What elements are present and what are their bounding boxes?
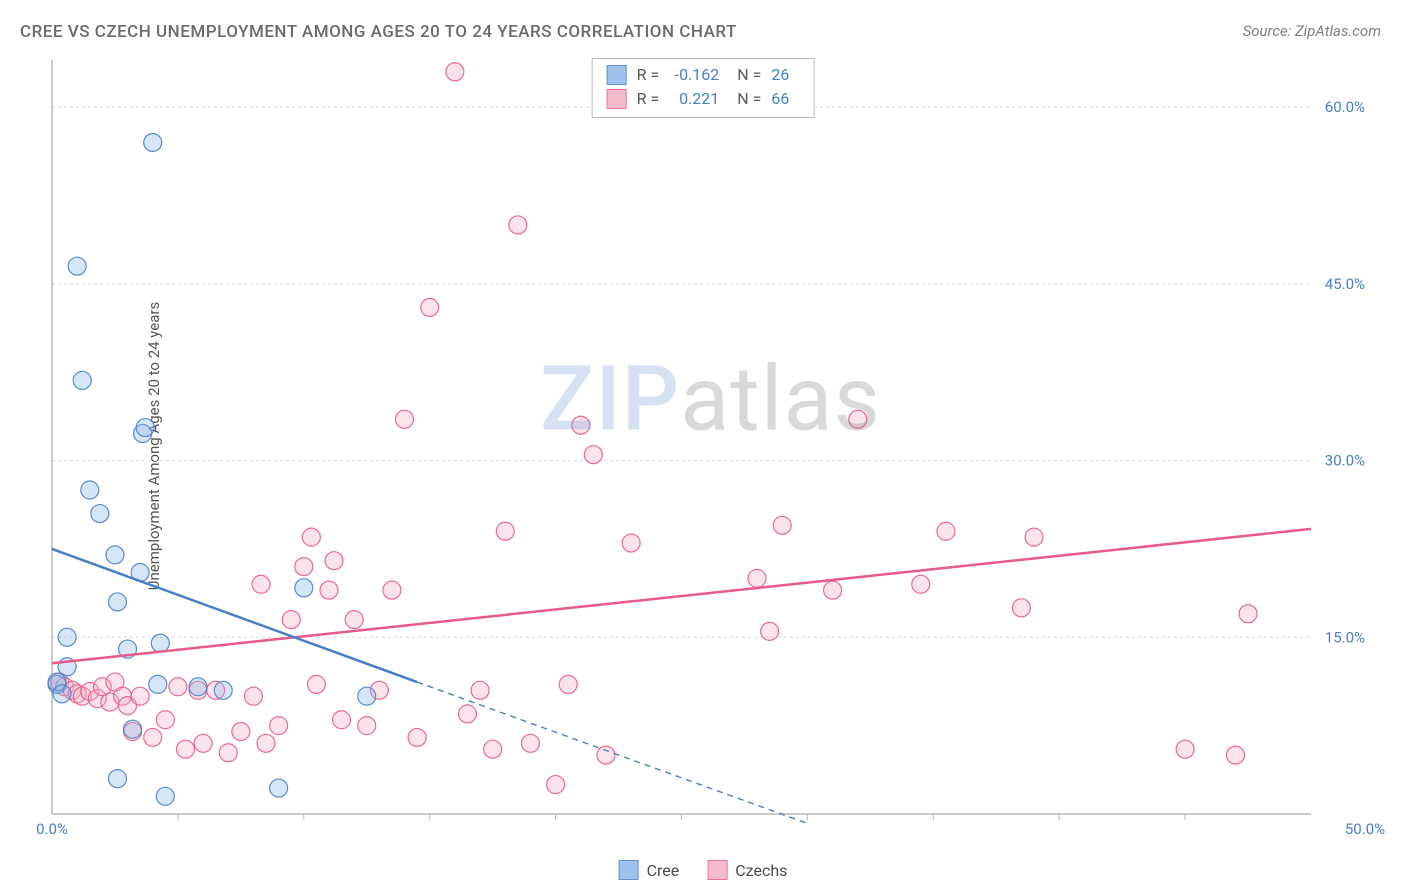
svg-text:30.0%: 30.0% [1325,452,1365,470]
plot-area: ZIPatlas 15.0%30.0%45.0%60.0%0.0%50.0% [50,58,1371,834]
czech-n-value: 66 [771,87,799,111]
correlation-stats-box: R = -0.162 N = 26 R = 0.221 N = 66 [592,58,815,118]
czech-swatch-icon [707,860,727,880]
r-label: R = [637,87,660,111]
stats-row-czech: R = 0.221 N = 66 [607,87,800,111]
svg-text:60.0%: 60.0% [1325,98,1365,116]
n-label: N = [729,63,761,87]
chart-title: CREE VS CZECH UNEMPLOYMENT AMONG AGES 20… [20,22,737,42]
svg-text:0.0%: 0.0% [36,820,68,838]
czech-swatch-icon [607,89,627,109]
legend-label-cree: Cree [647,861,680,880]
cree-r-value: -0.162 [669,63,719,87]
cree-n-value: 26 [771,63,799,87]
scatter-plot-svg: 15.0%30.0%45.0%60.0%0.0%50.0% [50,58,1371,834]
series-legend: Cree Czechs [619,860,788,880]
n-label: N = [729,87,761,111]
cree-swatch-icon [607,65,627,85]
czech-r-value: 0.221 [669,87,719,111]
legend-label-czech: Czechs [735,861,787,880]
r-label: R = [637,63,660,87]
stats-row-cree: R = -0.162 N = 26 [607,63,800,87]
svg-text:50.0%: 50.0% [1345,820,1385,838]
svg-text:45.0%: 45.0% [1325,275,1365,293]
source-label: Source: ZipAtlas.com [1243,22,1381,40]
legend-item-cree: Cree [619,860,680,880]
legend-item-czech: Czechs [707,860,787,880]
chart-container: CREE VS CZECH UNEMPLOYMENT AMONG AGES 20… [0,0,1406,892]
svg-text:15.0%: 15.0% [1325,628,1365,646]
cree-swatch-icon [619,860,639,880]
